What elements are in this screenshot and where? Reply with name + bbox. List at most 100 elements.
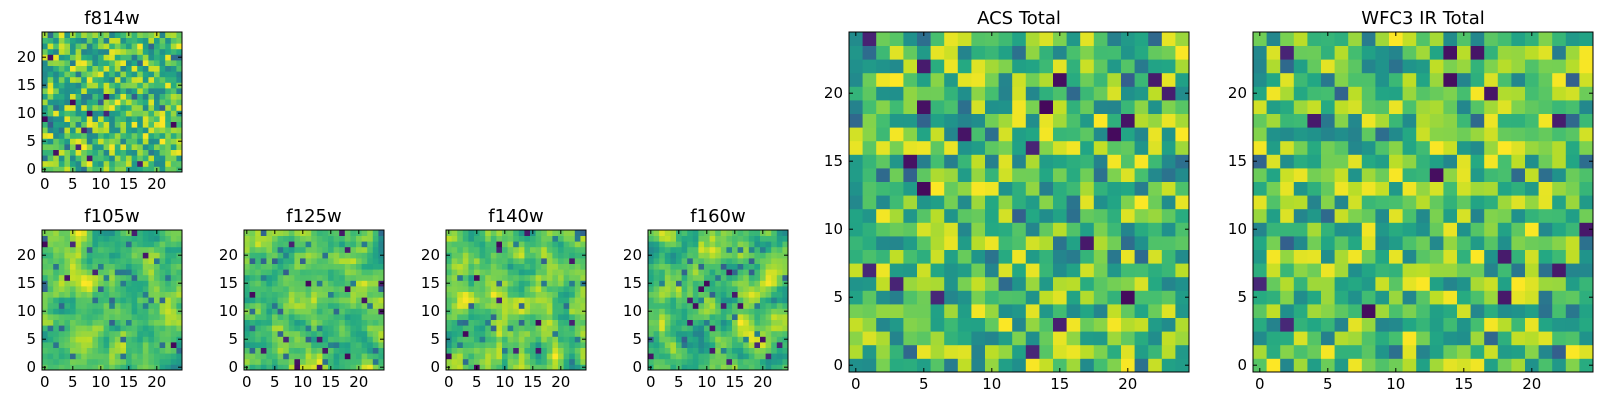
heatmap-cell xyxy=(316,297,323,304)
heatmap-cell xyxy=(170,160,177,167)
heatmap-cell xyxy=(957,181,972,196)
heatmap-cell xyxy=(1538,317,1553,332)
heatmap-cell xyxy=(765,314,772,320)
heatmap-cell xyxy=(541,314,548,320)
heatmap-cell xyxy=(732,241,738,248)
heatmap-cell xyxy=(288,263,295,270)
heatmap-cell xyxy=(985,304,999,318)
heatmap-cell xyxy=(709,274,716,281)
heatmap-cell xyxy=(137,319,144,326)
heatmap-cell xyxy=(344,358,351,365)
heatmap-cell xyxy=(58,280,65,287)
heatmap-cell xyxy=(47,88,54,94)
heatmap-cell xyxy=(53,308,60,315)
heatmap-cell xyxy=(776,314,783,320)
heatmap-cell xyxy=(737,246,744,253)
heatmap-cell xyxy=(1053,276,1067,291)
heatmap-cell xyxy=(1121,236,1135,250)
heatmap-cell xyxy=(1375,195,1390,210)
heatmap-cell xyxy=(92,358,99,365)
heatmap-cell xyxy=(1552,344,1567,359)
heatmap-cell xyxy=(776,258,783,264)
heatmap-cell xyxy=(903,181,918,196)
heatmap-cell xyxy=(294,330,301,337)
heatmap-cell xyxy=(92,99,99,106)
heatmap-cell xyxy=(985,222,999,237)
heatmap-cell xyxy=(154,43,160,50)
heatmap-cell xyxy=(1565,344,1580,359)
heatmap-cell xyxy=(47,76,54,83)
heatmap-cell xyxy=(1429,344,1444,359)
heatmap-cell xyxy=(148,155,155,162)
heatmap-cell xyxy=(760,252,766,259)
heatmap-cell xyxy=(92,342,99,348)
heatmap-cell xyxy=(574,291,581,298)
heatmap-cell xyxy=(109,48,116,55)
heatmap-cell xyxy=(42,241,48,248)
heatmap-cell xyxy=(47,358,54,365)
heatmap-cell xyxy=(446,319,452,326)
heatmap-cell xyxy=(541,330,548,337)
heatmap-cell xyxy=(776,263,783,270)
heatmap-cell xyxy=(1429,113,1444,128)
heatmap-cell xyxy=(1511,276,1526,291)
heatmap-cell xyxy=(558,297,564,304)
heatmap-cell xyxy=(1093,59,1108,74)
heatmap-cell xyxy=(283,269,290,276)
heatmap-cell xyxy=(120,241,127,248)
heatmap-cell xyxy=(103,60,110,66)
heatmap-cell xyxy=(64,241,71,248)
heatmap-cell xyxy=(507,263,514,270)
heatmap-cell xyxy=(971,304,986,318)
heatmap-cell xyxy=(98,269,104,276)
heatmap-cell xyxy=(92,319,99,326)
heatmap-cell xyxy=(451,347,458,354)
heatmap-cell xyxy=(316,291,323,298)
heatmap-cell xyxy=(737,291,744,298)
heatmap-cell xyxy=(1280,263,1295,278)
heatmap-cell xyxy=(507,302,514,309)
heatmap-cell xyxy=(350,358,357,365)
heatmap-cell xyxy=(272,302,278,309)
heatmap-cell xyxy=(776,358,783,365)
heatmap-cell xyxy=(260,319,267,326)
heatmap-cell xyxy=(513,319,520,326)
panel-title: f814w xyxy=(84,8,139,29)
heatmap-cell xyxy=(760,358,766,365)
heatmap-cell xyxy=(98,37,104,44)
heatmap-cell xyxy=(344,252,351,259)
heatmap-cell xyxy=(1307,236,1322,250)
heatmap-cell xyxy=(715,263,722,270)
heatmap-cell xyxy=(782,353,789,360)
heatmap-cell xyxy=(1161,276,1176,291)
heatmap-cell xyxy=(333,280,340,287)
heatmap-cell xyxy=(1307,304,1322,318)
heatmap-cell xyxy=(524,263,531,270)
heatmap-cell xyxy=(558,269,564,276)
heatmap-cell xyxy=(75,302,82,309)
heatmap-cell xyxy=(474,252,480,259)
heatmap-cell xyxy=(496,246,503,253)
heatmap-cell xyxy=(305,353,312,360)
heatmap-cell xyxy=(737,308,744,315)
heatmap-cell xyxy=(670,274,677,281)
heatmap-cell xyxy=(109,65,116,72)
heatmap-cell xyxy=(490,297,497,304)
heatmap-cell xyxy=(126,76,132,83)
heatmap-cell xyxy=(154,325,160,332)
heatmap-cell xyxy=(1457,181,1471,196)
heatmap-cell xyxy=(86,274,93,281)
heatmap-cell xyxy=(1253,168,1267,182)
heatmap-cell xyxy=(1175,86,1190,101)
heatmap-cell xyxy=(1470,45,1485,60)
heatmap-cell xyxy=(294,280,301,287)
heatmap-cell xyxy=(356,325,362,332)
heatmap-cell xyxy=(704,258,710,264)
heatmap-cell xyxy=(715,319,722,326)
heatmap-cell xyxy=(513,246,520,253)
heatmap-cell xyxy=(47,127,54,134)
heatmap-cell xyxy=(490,330,497,337)
heatmap-cell xyxy=(42,127,48,134)
heatmap-cell xyxy=(53,235,60,242)
heatmap-cell xyxy=(765,353,772,360)
